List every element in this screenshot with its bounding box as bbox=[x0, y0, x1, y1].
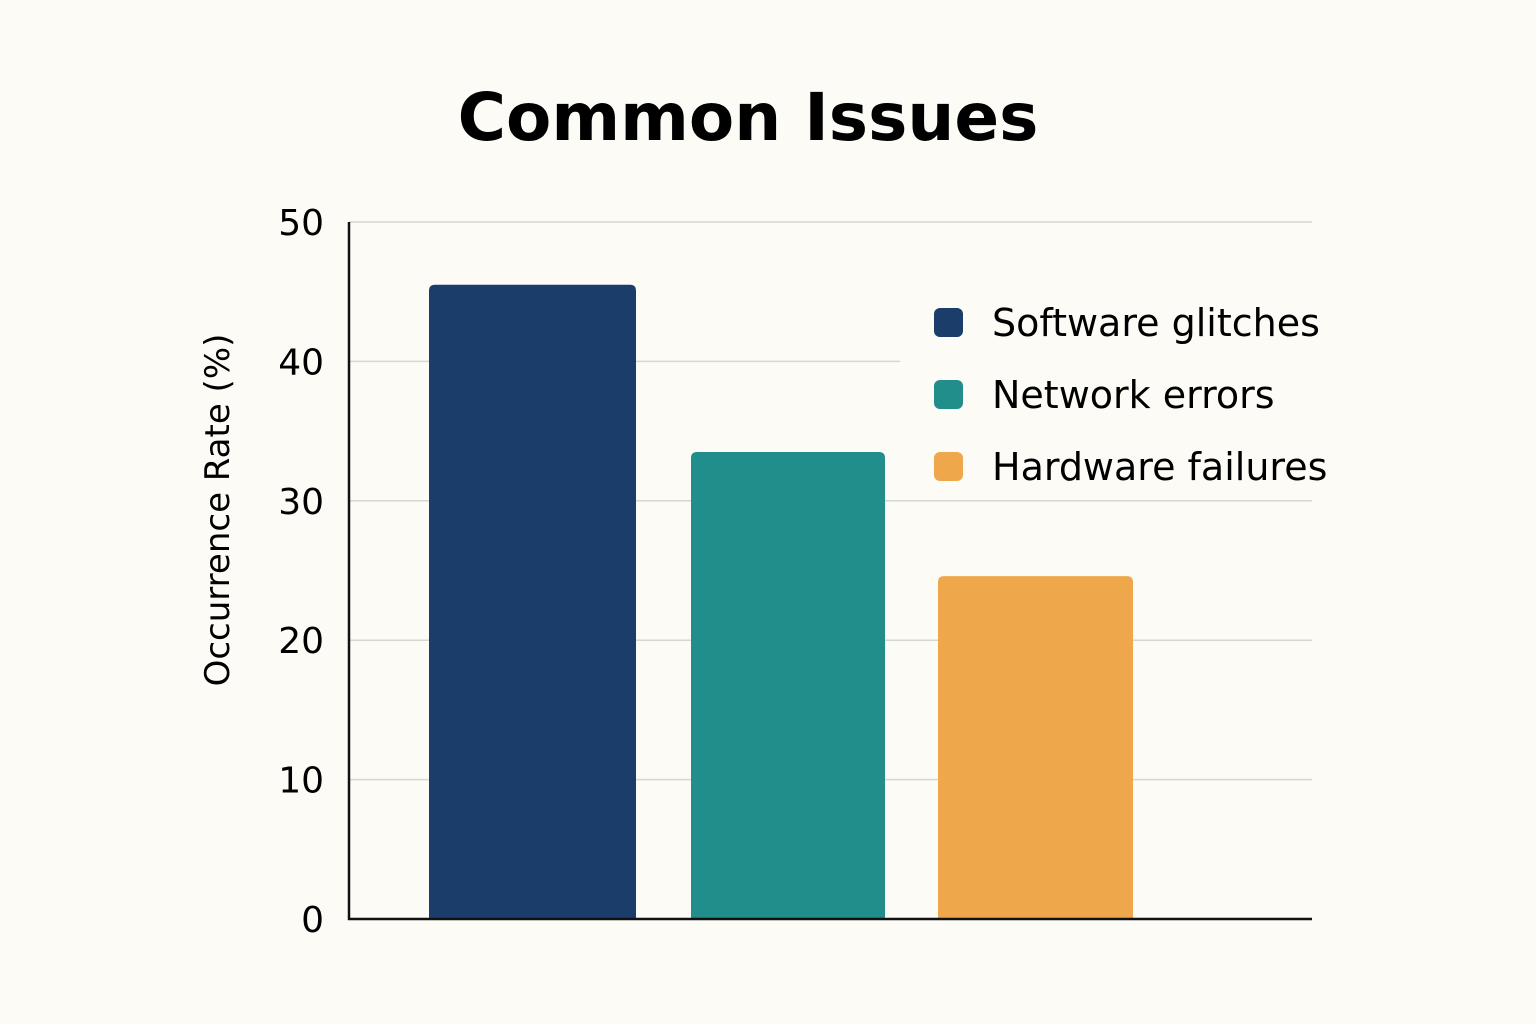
chart-title: Common Issues bbox=[458, 79, 1039, 156]
y-tick-label: 20 bbox=[278, 621, 324, 662]
legend-label: Hardware failures bbox=[992, 445, 1327, 489]
y-tick-label: 10 bbox=[278, 761, 324, 802]
y-axis-title: Occurrence Rate (%) bbox=[198, 334, 238, 687]
y-tick-label: 0 bbox=[301, 900, 324, 941]
legend-background bbox=[900, 288, 1330, 493]
legend-label: Network errors bbox=[992, 373, 1275, 417]
legend-swatch bbox=[934, 452, 963, 481]
y-tick-label: 30 bbox=[278, 482, 324, 523]
legend: Software glitches Network errors Hardware … bbox=[900, 288, 1330, 493]
bar-hardware-failures bbox=[938, 576, 1133, 919]
legend-swatch bbox=[934, 308, 963, 337]
legend-label: Software glitches bbox=[992, 301, 1320, 345]
legend-swatch bbox=[934, 380, 963, 409]
axes bbox=[347, 222, 1312, 921]
y-tick-label: 50 bbox=[278, 203, 324, 244]
bars bbox=[429, 284, 1133, 920]
bar-software-glitches bbox=[429, 284, 636, 920]
bar-network-errors bbox=[691, 452, 885, 919]
y-tick-label: 40 bbox=[278, 342, 324, 383]
y-tick-labels: 0 10 20 30 40 50 bbox=[278, 203, 324, 941]
